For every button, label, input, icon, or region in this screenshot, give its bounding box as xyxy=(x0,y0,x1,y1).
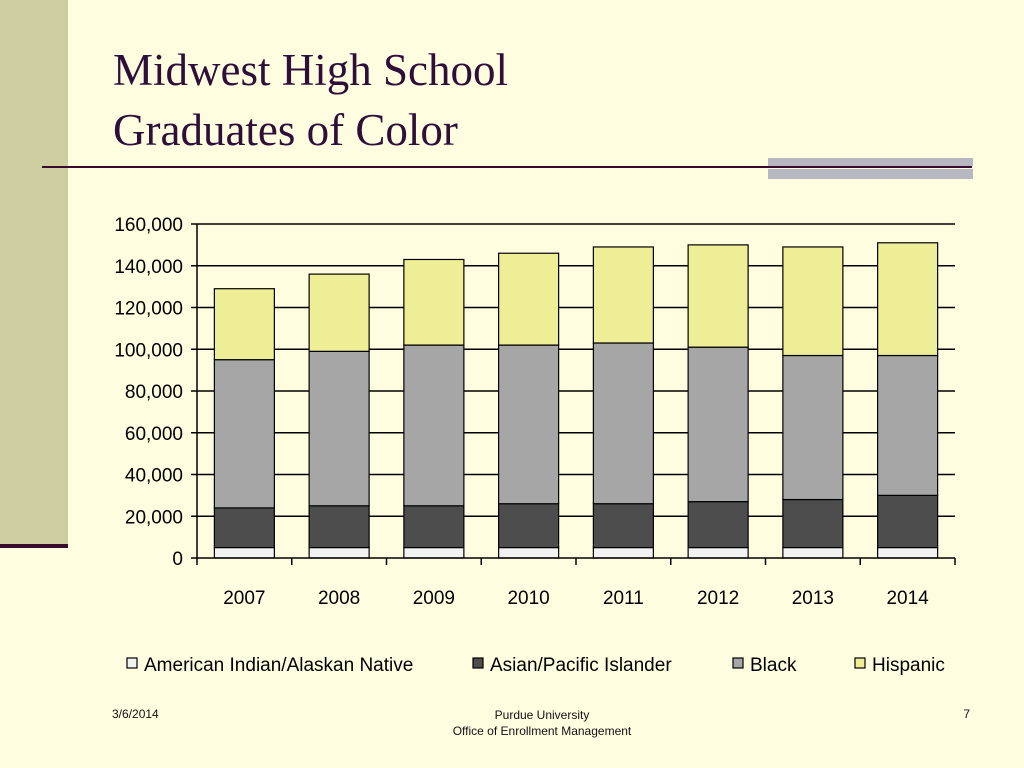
bar-segment xyxy=(308,546,370,559)
bar-segment xyxy=(403,546,465,559)
y-tick-label: 80,000 xyxy=(125,382,183,403)
bar-segment xyxy=(877,546,939,559)
x-tick-label: 2009 xyxy=(413,588,455,609)
footer-organization: Purdue University Office of Enrollment M… xyxy=(342,707,742,739)
bar-segment xyxy=(592,246,654,344)
bar-segment xyxy=(403,505,465,549)
bar-segment xyxy=(498,546,560,559)
bar-segment xyxy=(403,258,465,346)
footer-date: 3/6/2014 xyxy=(112,707,159,721)
bar-segment xyxy=(877,354,939,496)
legend: American Indian/Alaskan Native Asian/Paci… xyxy=(126,655,945,676)
bar-segment xyxy=(782,498,844,549)
bar-segment xyxy=(782,354,844,501)
axes: 0 20,000 40,000 60,000 80,000 100,000 120,000 1… xyxy=(114,215,956,609)
footer-org-line1: Purdue University xyxy=(494,708,590,722)
legend-swatch xyxy=(126,657,138,669)
footer-org-line2: Office of Enrollment Management xyxy=(452,724,632,738)
stacked-bar-chart: 0 20,000 40,000 60,000 80,000 100,000 120,000 1… xyxy=(114,215,956,676)
bar-segment xyxy=(877,494,939,549)
x-tick-label: 2008 xyxy=(318,588,360,609)
slide-title: Midwest High School Graduates of Color xyxy=(113,40,508,160)
y-tick-label: 40,000 xyxy=(125,466,183,487)
bar-segment xyxy=(782,246,844,357)
y-tick-label: 120,000 xyxy=(114,299,183,320)
y-tick-label: 160,000 xyxy=(114,215,183,236)
y-tick-label: 140,000 xyxy=(114,257,183,278)
bar-segment xyxy=(498,344,560,505)
bar-segment xyxy=(687,244,749,348)
bar-segment xyxy=(498,252,560,346)
bar-segment xyxy=(308,273,370,352)
bar-segment xyxy=(687,346,749,503)
bar-segment xyxy=(687,501,749,549)
legend-swatch xyxy=(732,657,744,669)
footer-page-number: 7 xyxy=(963,707,970,721)
legend-swatch xyxy=(472,657,484,669)
bars xyxy=(213,242,939,559)
bar-segment xyxy=(403,344,465,507)
x-tick-label: 2013 xyxy=(792,588,834,609)
bar-segment xyxy=(213,288,275,361)
bar-segment xyxy=(877,242,939,357)
left-band-underline xyxy=(0,544,68,548)
legend-label: Hispanic xyxy=(872,655,945,676)
legend-label: American Indian/Alaskan Native xyxy=(144,655,413,676)
x-tick-label: 2012 xyxy=(697,588,739,609)
legend-label: Asian/Pacific Islander xyxy=(490,655,672,676)
bar-segment xyxy=(782,546,844,559)
slide-title-line1: Midwest High School xyxy=(113,45,509,95)
y-tick-label: 60,000 xyxy=(125,424,183,445)
bar-segment xyxy=(308,350,370,507)
y-tick-label: 20,000 xyxy=(125,507,183,528)
title-divider-accent xyxy=(768,158,973,179)
x-tick-label: 2010 xyxy=(507,588,549,609)
y-tick-label: 100,000 xyxy=(114,340,183,361)
slide-title-line2: Graduates of Color xyxy=(113,105,458,155)
bar-segment xyxy=(687,546,749,559)
legend-label: Black xyxy=(750,655,797,676)
bar-segment xyxy=(213,546,275,559)
y-tick-label: 0 xyxy=(172,549,183,570)
x-tick-label: 2014 xyxy=(886,588,929,609)
title-divider xyxy=(42,166,972,168)
x-tick-label: 2007 xyxy=(223,588,265,609)
bar-segment xyxy=(592,546,654,559)
x-tick-label: 2011 xyxy=(603,588,644,609)
bar-segment xyxy=(213,359,275,509)
legend-swatch xyxy=(854,657,866,669)
bar-segment xyxy=(213,507,275,549)
bar-segment xyxy=(308,505,370,549)
bar-segment xyxy=(592,342,654,505)
bar-segment xyxy=(498,503,560,549)
bar-segment xyxy=(592,503,654,549)
left-decorative-band xyxy=(0,0,68,546)
